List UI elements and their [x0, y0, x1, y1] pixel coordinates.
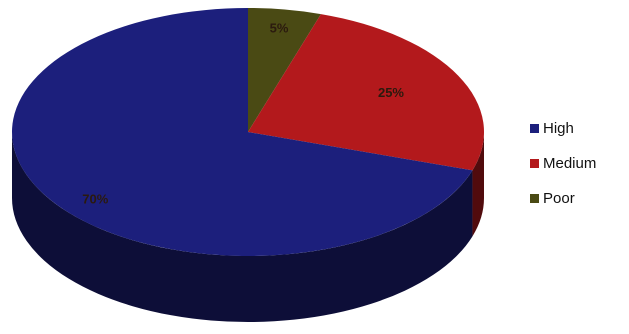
- pie-slice-high: [12, 8, 473, 256]
- legend-item-poor: Poor: [530, 190, 596, 207]
- legend-swatch-medium: [530, 159, 539, 168]
- legend: High Medium Poor: [530, 120, 596, 207]
- legend-item-medium: Medium: [530, 155, 596, 172]
- pie-slices: [12, 8, 484, 256]
- data-label-medium: 25%: [378, 85, 404, 100]
- pie-sides: [12, 132, 484, 323]
- legend-label-poor: Poor: [543, 190, 575, 207]
- legend-label-high: High: [543, 120, 574, 137]
- legend-label-medium: Medium: [543, 155, 597, 172]
- pie-data-labels: 5% 25% 70%: [82, 21, 404, 207]
- pie-side-medium: [472, 132, 484, 237]
- pie-slice-poor: [248, 8, 321, 132]
- pie-slice-medium: [248, 14, 484, 171]
- data-label-high: 70%: [82, 192, 108, 207]
- data-label-poor: 5%: [270, 21, 289, 36]
- legend-swatch-high: [530, 124, 539, 133]
- pie-side-high: [12, 132, 473, 323]
- legend-item-high: High: [530, 120, 596, 137]
- legend-swatch-poor: [530, 194, 539, 203]
